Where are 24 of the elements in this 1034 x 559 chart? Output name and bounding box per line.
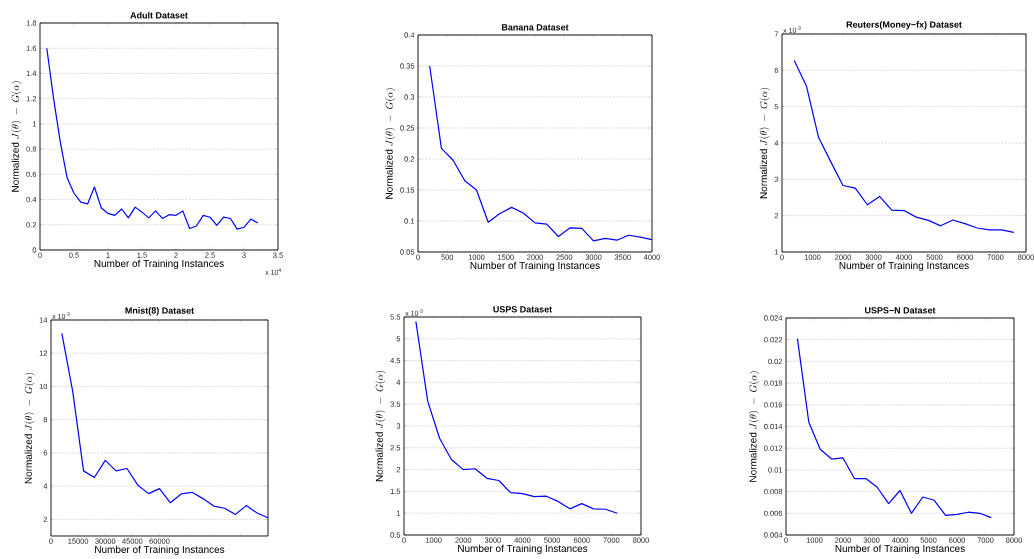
line-series: [415, 320, 618, 514]
y-axis-title: $\mathrm{Normalized}\ J(\theta)\ -\ G(\alpha)$: [748, 371, 759, 482]
x-axis-title: Number of Training Instances: [839, 261, 969, 271]
y-axis-title: $\mathrm{Normalized}\ J(\theta)\ -\ G(\alpha)$: [385, 88, 396, 199]
chart-title: Adult Dataset: [130, 11, 188, 19]
x-axis-title: Number of Training Instances: [835, 544, 965, 554]
chart-title: Banana Dataset: [501, 24, 569, 31]
line-series: [793, 59, 1015, 233]
line-series: [429, 65, 653, 242]
line-series: [796, 338, 992, 519]
chart-title: Reuters(Money−fx) Dataset: [846, 21, 962, 30]
y-axis-title: $\mathrm{Normalized}\ J(\theta)\ -\ G(\alpha)$: [759, 87, 770, 199]
y-axis-title: $\mathrm{Normalized}\ J(\theta)\ -\ G(\alpha)$: [24, 372, 35, 484]
x-axis-title: Number of Training Instances: [458, 544, 588, 554]
y-axis-title: $\mathrm{Normalized}\ J(\theta)\ -\ G(\alpha)$: [375, 370, 386, 482]
chart-title: USPS−N Dataset: [865, 307, 936, 314]
chart-title: USPS Dataset: [493, 306, 553, 313]
line-series: [46, 47, 259, 230]
x-axis-title: Number of Training Instances: [94, 259, 224, 269]
chart-title: Mnist(8) Dataset: [125, 307, 194, 316]
x-axis-title: Number of Training Instances: [95, 545, 225, 555]
x-axis-title: Number of Training Instances: [470, 261, 600, 271]
line-series: [61, 332, 269, 519]
y-axis-title: $\mathrm{Normalized}\ J(\theta)\ -\ G(\alpha)$: [11, 81, 22, 192]
